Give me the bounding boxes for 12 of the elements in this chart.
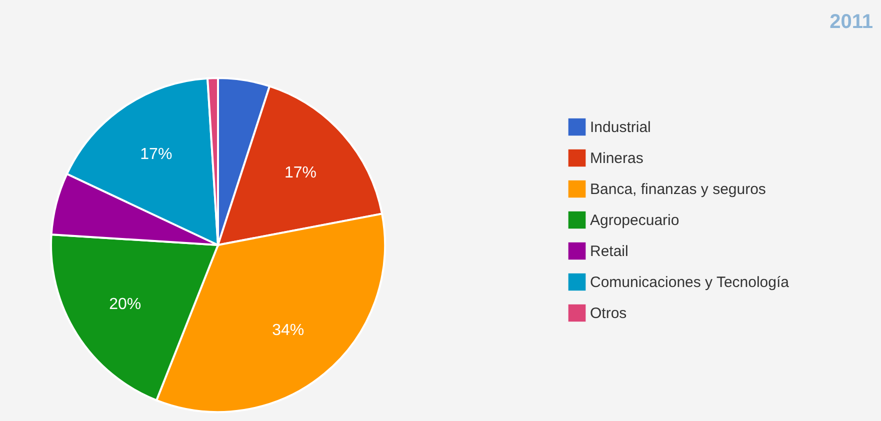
data-label: 17% xyxy=(140,146,172,164)
legend-label: Industrial xyxy=(590,119,651,136)
legend-label: Agropecuario xyxy=(590,212,680,229)
legend-label: Comunicaciones y Tecnología xyxy=(590,274,790,291)
data-label: 20% xyxy=(109,296,142,313)
text: 2011 xyxy=(830,11,873,33)
data-label: 34% xyxy=(272,322,304,339)
data-label: 17% xyxy=(284,164,317,182)
legend-label: Banca, finanzas y seguros xyxy=(590,181,766,198)
legend-label: Otros xyxy=(590,305,627,322)
legend-label: Mineras xyxy=(590,150,644,167)
legend-label: Retail xyxy=(590,243,628,260)
